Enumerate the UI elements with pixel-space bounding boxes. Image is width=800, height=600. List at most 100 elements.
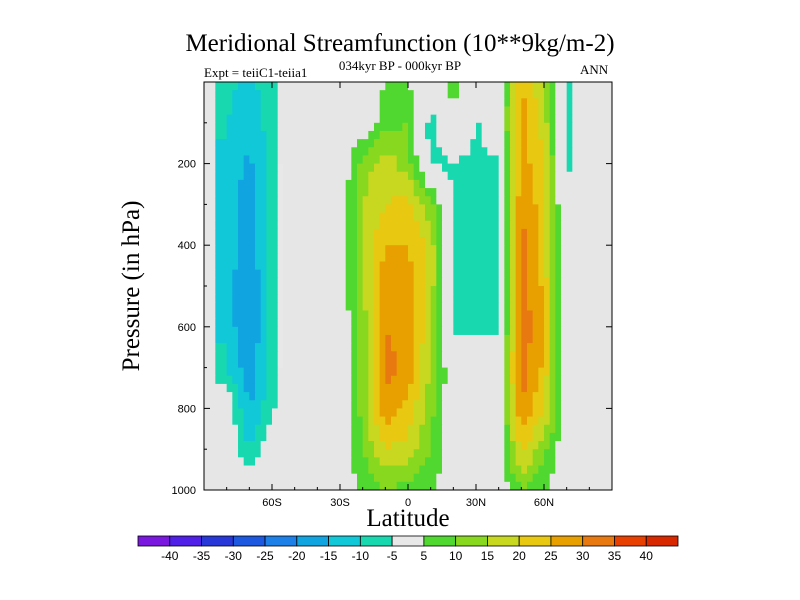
contour-cell — [544, 212, 551, 222]
contour-cell — [464, 457, 471, 466]
contour-cell — [340, 155, 347, 164]
contour-cell — [493, 253, 500, 262]
contour-cell — [493, 392, 500, 401]
contour-cell — [498, 98, 505, 107]
contour-cell — [498, 318, 505, 328]
contour-cell — [328, 408, 335, 417]
contour-cell — [374, 457, 381, 466]
contour-cell — [493, 228, 500, 238]
contour-cell — [277, 220, 284, 230]
contour-cell — [595, 179, 602, 189]
contour-cell — [544, 261, 551, 271]
contour-cell — [538, 204, 545, 213]
contour-cell — [362, 212, 369, 222]
contour-cell — [221, 196, 228, 205]
contour-cell — [289, 465, 296, 475]
contour-cell — [328, 237, 335, 246]
contour-cell — [317, 343, 324, 352]
contour-cell — [532, 163, 539, 173]
contour-cell — [243, 367, 250, 377]
contour-cell — [306, 212, 313, 222]
contour-cell — [544, 269, 551, 279]
contour-cell — [532, 481, 539, 491]
contour-cell — [476, 196, 483, 205]
contour-cell — [311, 343, 318, 352]
contour-cell — [243, 383, 250, 393]
contour-cell — [510, 310, 517, 320]
contour-cell — [578, 465, 585, 475]
contour-cell — [334, 155, 341, 164]
contour-cell — [504, 359, 511, 368]
contour-cell — [255, 253, 262, 262]
contour-cell — [436, 481, 443, 491]
contour-cell — [362, 302, 369, 311]
contour-cell — [408, 155, 415, 164]
contour-cell — [544, 294, 551, 303]
contour-cell — [606, 269, 613, 279]
contour-cell — [549, 343, 556, 352]
contour-cell — [232, 253, 239, 262]
contour-cell — [453, 171, 460, 181]
colorbar-label: 20 — [512, 549, 526, 563]
contour-cell — [572, 334, 579, 344]
contour-cell — [396, 383, 403, 393]
contour-cell — [266, 367, 273, 377]
contour-cell — [402, 481, 409, 491]
contour-cell — [294, 188, 301, 197]
contour-cell — [323, 261, 330, 271]
contour-cell — [272, 473, 279, 483]
contour-cell — [226, 432, 233, 442]
contour-cell — [555, 383, 562, 393]
contour-cell — [340, 481, 347, 491]
contour-cell — [527, 163, 534, 173]
contour-cell — [351, 351, 358, 360]
contour-cell — [583, 204, 590, 213]
contour-cell — [459, 188, 466, 197]
contour-cell — [572, 130, 579, 140]
contour-cell — [419, 277, 426, 287]
contour-cell — [447, 171, 454, 181]
contour-cell — [459, 473, 466, 483]
contour-cell — [487, 334, 494, 344]
contour-cell — [561, 122, 568, 132]
contour-cell — [408, 122, 415, 132]
contour-cell — [243, 473, 250, 483]
contour-cell — [249, 408, 256, 417]
contour-cell — [368, 375, 375, 385]
contour-cell — [487, 139, 494, 148]
contour-cell — [260, 383, 267, 393]
contour-cell — [385, 302, 392, 311]
contour-cell — [538, 326, 545, 336]
contour-cell — [578, 139, 585, 148]
contour-cell — [362, 465, 369, 475]
contour-cell — [515, 82, 522, 91]
contour-cell — [204, 318, 211, 328]
contour-cell — [277, 147, 284, 156]
contour-cell — [362, 90, 369, 99]
contour-cell — [606, 261, 613, 271]
contour-cell — [606, 188, 613, 197]
contour-cell — [464, 155, 471, 164]
contour-cell — [283, 188, 290, 197]
contour-cell — [583, 82, 590, 91]
contour-cell — [555, 196, 562, 205]
contour-cell — [430, 408, 437, 417]
contour-cell — [606, 196, 613, 205]
contour-cell — [419, 114, 426, 124]
contour-cell — [481, 204, 488, 213]
contour-cell — [238, 375, 245, 385]
contour-cell — [425, 277, 432, 287]
contour-cell — [334, 253, 341, 262]
contour-cell — [277, 416, 284, 426]
contour-cell — [402, 212, 409, 222]
contour-cell — [413, 286, 420, 295]
contour-cell — [487, 188, 494, 197]
contour-cell — [345, 286, 352, 295]
contour-cell — [464, 351, 471, 360]
time-period-label: 034kyr BP - 000kyr BP — [338, 58, 462, 73]
contour-cell — [487, 408, 494, 417]
contour-cell — [493, 163, 500, 173]
contour-cell — [572, 204, 579, 213]
contour-cell — [334, 212, 341, 222]
contour-cell — [555, 253, 562, 262]
